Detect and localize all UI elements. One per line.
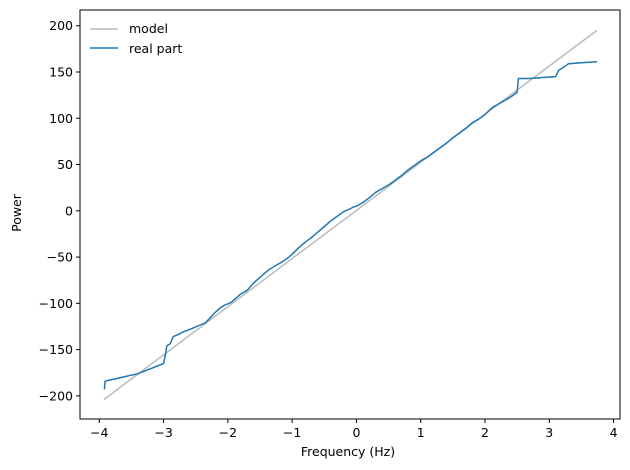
x-tick-label: −3 (154, 425, 172, 440)
legend-label-model: model (129, 21, 168, 36)
y-tick-label: 100 (49, 111, 73, 126)
y-tick-label: −50 (47, 250, 73, 265)
series-line-real-part (103, 61, 597, 390)
x-tick-label: 4 (610, 425, 618, 440)
legend-label-real-part: real part (129, 41, 182, 56)
y-tick-label: 50 (57, 157, 73, 172)
legend: model real part (90, 21, 182, 56)
y-tick-label: 200 (49, 18, 73, 33)
x-axis-label: Frequency (Hz) (301, 444, 395, 459)
axes-frame (79, 9, 621, 420)
series-line-model (103, 29, 598, 401)
x-tick-label: 2 (481, 425, 489, 440)
x-tick-label: −2 (219, 425, 237, 440)
x-tick-label: 3 (545, 425, 553, 440)
y-axis-label: Power (9, 193, 24, 232)
series-layer (103, 29, 598, 401)
x-axis-ticks: −4 −3 −2 −1 0 1 2 3 4 (90, 419, 618, 440)
y-tick-label: 150 (49, 64, 73, 79)
plot-area (79, 9, 621, 420)
x-tick-label: 1 (417, 425, 425, 440)
x-tick-label: −1 (283, 425, 301, 440)
x-tick-label: −4 (90, 425, 108, 440)
x-tick-label: 0 (352, 425, 360, 440)
y-tick-label: −200 (39, 388, 73, 403)
y-tick-label: −100 (39, 296, 73, 311)
y-tick-label: 0 (65, 203, 73, 218)
y-axis-ticks: −200 −150 −100 −50 0 50 100 150 200 (39, 18, 80, 403)
y-tick-label: −150 (39, 342, 73, 357)
